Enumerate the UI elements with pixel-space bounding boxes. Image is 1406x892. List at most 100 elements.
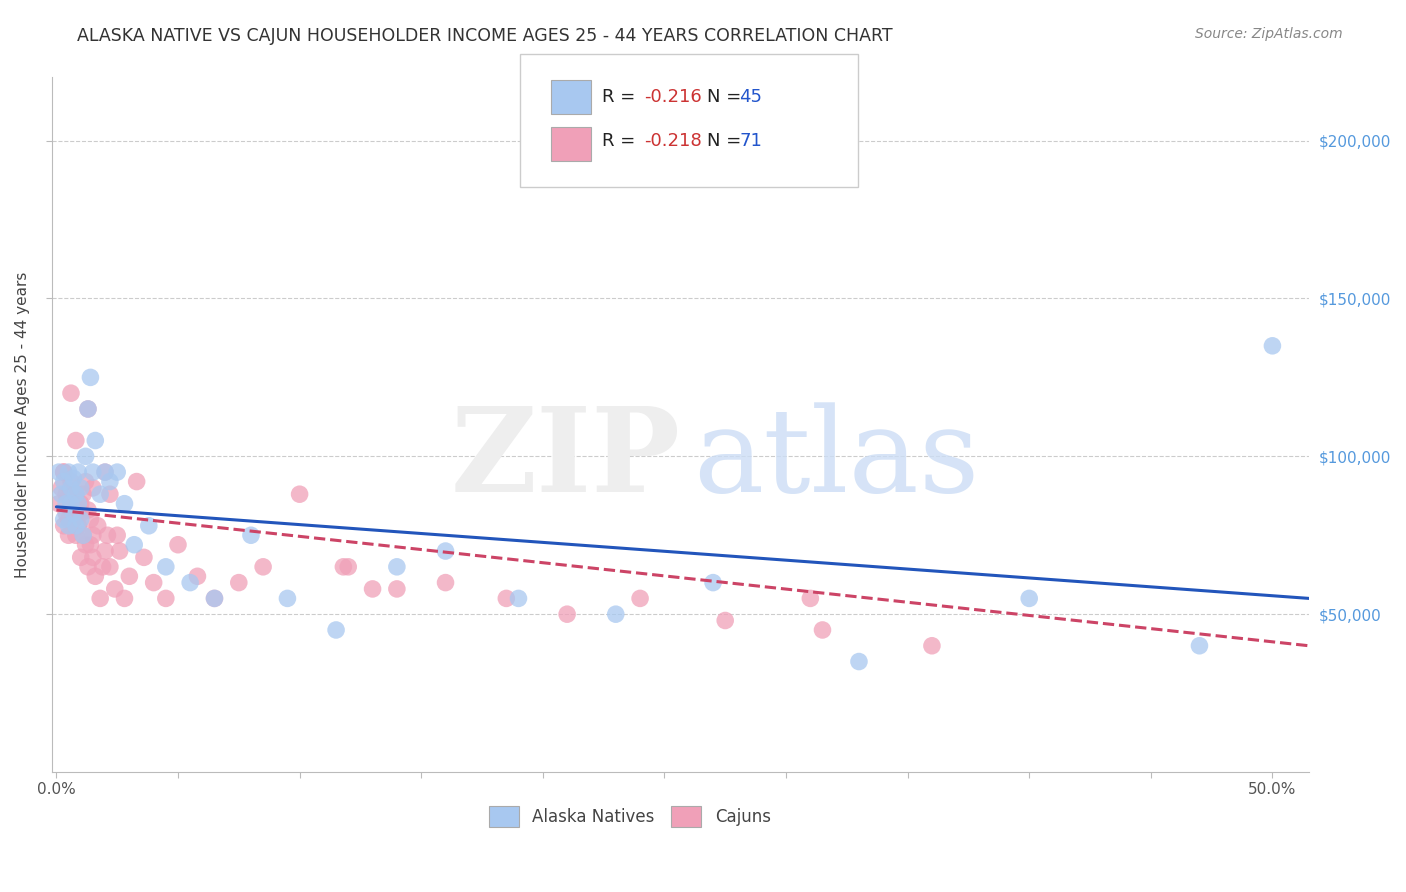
Text: N =: N = [707,88,747,106]
Point [1261,339,1284,353]
Point [82,465,104,479]
Point [186,569,208,583]
Point [59,481,82,495]
Point [605,607,627,622]
Point [89,591,111,606]
Point [52,475,75,489]
Point [59,475,82,489]
Point [69,481,91,495]
Text: -0.218: -0.218 [644,132,702,150]
Point [62,471,84,485]
Point [69,550,91,565]
Point [94,544,117,558]
Point [94,465,117,479]
Point [77,401,100,416]
Point [98,475,121,489]
Text: ALASKA NATIVE VS CAJUN HOUSEHOLDER INCOME AGES 25 - 44 YEARS CORRELATION CHART: ALASKA NATIVE VS CAJUN HOUSEHOLDER INCOM… [77,27,893,45]
Point [55,506,77,520]
Point [79,370,101,384]
Point [75,538,97,552]
Point [508,591,530,606]
Point [91,559,114,574]
Point [385,582,408,596]
Point [288,487,311,501]
Point [276,591,298,606]
Point [58,465,80,479]
Point [155,559,177,574]
Point [75,450,97,464]
Point [799,591,821,606]
Point [628,591,651,606]
Text: 71: 71 [740,132,762,150]
Text: R =: R = [602,132,641,150]
Point [1188,639,1211,653]
Point [59,497,82,511]
Point [98,559,121,574]
Point [52,512,75,526]
Point [179,575,201,590]
Point [434,544,457,558]
Text: R =: R = [602,88,641,106]
Point [125,475,148,489]
Point [72,487,94,501]
Point [55,487,77,501]
Point [67,465,90,479]
Point [58,528,80,542]
Point [555,607,578,622]
Point [55,497,77,511]
Point [52,465,75,479]
Point [361,582,384,596]
Point [94,465,117,479]
Point [105,465,128,479]
Point [82,528,104,542]
Point [204,591,226,606]
Point [82,481,104,495]
Point [77,401,100,416]
Point [702,575,724,590]
Point [65,434,87,448]
Point [75,475,97,489]
Point [62,506,84,520]
Point [87,518,110,533]
Point [58,518,80,533]
Point [114,497,136,511]
Point [79,512,101,526]
Point [58,512,80,526]
Point [848,655,870,669]
Point [62,497,84,511]
Point [108,544,131,558]
Point [385,559,408,574]
Point [51,481,73,495]
Text: N =: N = [707,132,747,150]
Point [495,591,517,606]
Point [67,503,90,517]
Point [325,623,347,637]
Point [62,512,84,526]
Point [84,434,107,448]
Point [69,506,91,520]
Text: atlas: atlas [693,402,979,516]
Y-axis label: Householder Income Ages 25 - 44 years: Householder Income Ages 25 - 44 years [15,271,30,578]
Point [77,559,100,574]
Point [332,559,354,574]
Point [104,582,127,596]
Point [84,569,107,583]
Point [96,528,118,542]
Point [122,538,145,552]
Point [252,559,274,574]
Legend: Alaska Natives, Cajuns: Alaska Natives, Cajuns [482,799,778,833]
Point [51,487,73,501]
Point [48,497,70,511]
Point [98,487,121,501]
Point [69,497,91,511]
Point [921,639,943,653]
Point [65,528,87,542]
Point [142,575,165,590]
Text: -0.216: -0.216 [644,88,702,106]
Point [72,528,94,542]
Point [337,559,360,574]
Point [89,487,111,501]
Point [204,591,226,606]
Point [155,591,177,606]
Point [714,614,737,628]
